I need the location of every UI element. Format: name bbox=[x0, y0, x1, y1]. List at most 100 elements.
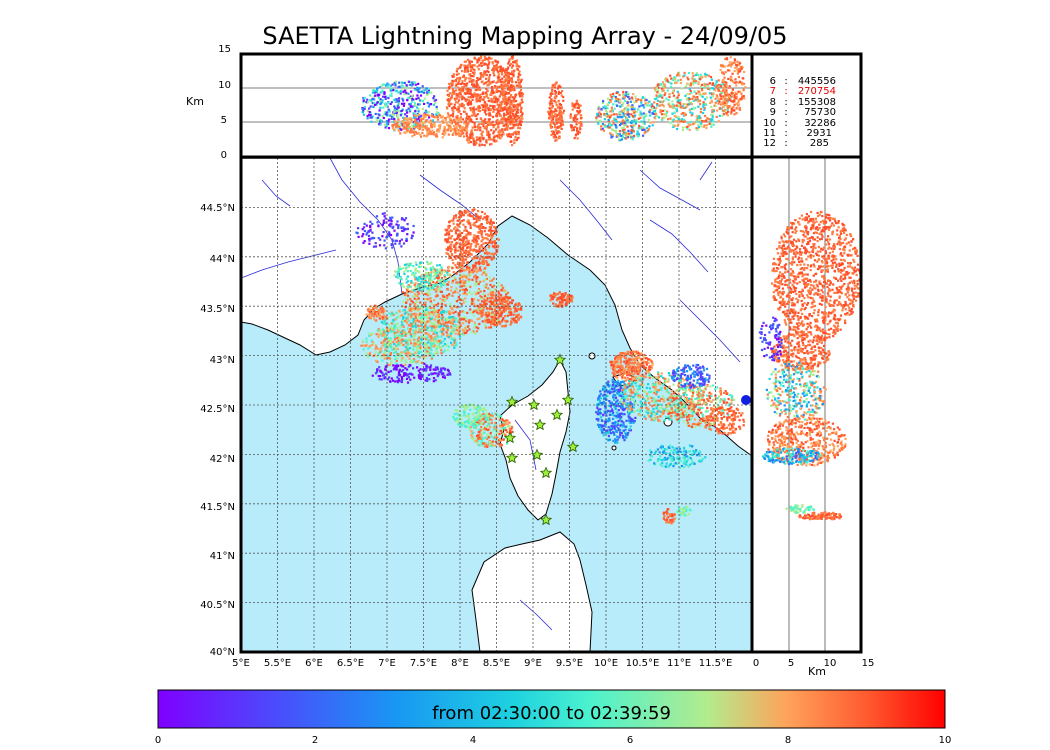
lightning-source bbox=[712, 384, 715, 387]
lightning-source bbox=[401, 317, 405, 320]
lightning-source bbox=[421, 277, 424, 280]
lightning-source bbox=[683, 379, 686, 382]
lightning-source bbox=[436, 368, 439, 371]
lightning-source bbox=[410, 325, 413, 328]
lightning-source bbox=[444, 228, 447, 231]
lightning-source bbox=[704, 377, 707, 380]
lightning-source bbox=[731, 422, 734, 425]
lightning-source bbox=[624, 384, 627, 387]
lightning-source bbox=[649, 358, 652, 362]
lightning-source bbox=[470, 268, 474, 272]
lightning-source bbox=[414, 354, 417, 357]
lightning-source bbox=[657, 403, 660, 406]
lightning-source bbox=[409, 290, 412, 293]
lightning-source bbox=[429, 339, 432, 342]
lightning-source bbox=[624, 425, 627, 428]
lightning-source bbox=[616, 376, 619, 379]
lightning-source bbox=[617, 429, 620, 432]
lightning-source bbox=[446, 241, 449, 244]
lightning-source bbox=[474, 332, 477, 335]
lightning-source bbox=[414, 304, 417, 307]
lightning-source bbox=[489, 228, 492, 231]
lightning-source bbox=[395, 368, 398, 371]
map-panel[interactable] bbox=[240, 157, 753, 653]
lightning-source bbox=[427, 329, 430, 332]
lightning-source bbox=[452, 415, 455, 418]
lightning-source bbox=[692, 408, 695, 411]
lightning-source bbox=[435, 283, 438, 286]
lightning-source bbox=[708, 391, 711, 394]
lightning-source bbox=[434, 282, 437, 285]
lightning-source bbox=[733, 413, 736, 416]
lightning-source bbox=[712, 419, 715, 422]
lightning-source bbox=[478, 247, 481, 251]
lightning-source bbox=[666, 409, 669, 412]
lightning-source bbox=[437, 319, 440, 322]
lightning-source bbox=[483, 418, 486, 421]
lightning-source bbox=[481, 432, 484, 435]
lightning-source bbox=[408, 331, 412, 334]
lightning-source bbox=[431, 353, 434, 356]
lightning-source bbox=[454, 251, 457, 254]
lightning-source bbox=[712, 407, 715, 410]
lightning-source bbox=[485, 215, 488, 218]
lightning-source bbox=[629, 364, 632, 367]
lightning-source bbox=[483, 267, 486, 270]
lightning-source bbox=[421, 323, 424, 326]
lightning-source bbox=[395, 340, 398, 344]
lightning-source bbox=[623, 388, 626, 391]
lightning-source bbox=[623, 371, 626, 374]
lightning-source bbox=[446, 269, 449, 272]
lightning-source bbox=[631, 385, 634, 388]
lightning-source bbox=[489, 418, 492, 421]
lightning-source bbox=[433, 337, 436, 340]
lightning-source bbox=[434, 331, 437, 334]
lightning-source bbox=[615, 355, 618, 358]
lightning-source bbox=[715, 429, 718, 432]
lightning-source bbox=[716, 386, 719, 389]
lightning-source bbox=[637, 356, 640, 359]
lightning-source bbox=[685, 397, 688, 400]
lightning-source bbox=[429, 273, 432, 276]
lightning-source bbox=[609, 360, 612, 363]
lightning-source bbox=[482, 306, 485, 309]
lightning-source bbox=[707, 415, 710, 418]
lightning-source bbox=[450, 286, 453, 289]
lightning-source bbox=[435, 313, 438, 316]
lightning-source bbox=[461, 310, 464, 313]
lightning-source bbox=[400, 218, 403, 221]
lightning-source bbox=[637, 376, 640, 379]
lightning-source bbox=[486, 412, 489, 415]
lightning-source bbox=[428, 378, 431, 381]
lightning-source bbox=[462, 333, 465, 336]
lightning-source bbox=[419, 265, 422, 268]
lightning-source bbox=[412, 329, 415, 332]
lightning-source bbox=[438, 330, 441, 333]
lightning-source bbox=[452, 331, 455, 334]
lightning-source bbox=[648, 366, 651, 369]
lightning-source bbox=[614, 357, 617, 360]
lightning-source bbox=[387, 234, 390, 237]
lightning-source bbox=[645, 410, 648, 414]
lightning-source bbox=[507, 297, 510, 301]
lightning-source bbox=[638, 384, 641, 387]
lightning-source bbox=[455, 237, 459, 240]
lightning-source bbox=[420, 277, 423, 280]
lightning-source bbox=[474, 261, 477, 264]
lightning-source bbox=[490, 419, 493, 422]
lightning-source bbox=[699, 422, 702, 425]
lightning-source bbox=[707, 419, 710, 422]
lightning-source bbox=[491, 229, 494, 232]
lightning-source bbox=[424, 301, 427, 304]
lightning-source bbox=[701, 372, 704, 375]
lightning-source bbox=[447, 334, 451, 337]
lightning-source bbox=[615, 430, 618, 433]
lightning-source bbox=[485, 261, 489, 265]
lightning-source bbox=[700, 370, 703, 373]
lightning-source bbox=[375, 346, 378, 349]
lightning-source bbox=[419, 330, 422, 333]
lightning-source bbox=[647, 383, 650, 386]
lightning-source bbox=[667, 380, 670, 383]
lightning-source bbox=[478, 224, 481, 227]
lightning-source bbox=[683, 509, 686, 512]
